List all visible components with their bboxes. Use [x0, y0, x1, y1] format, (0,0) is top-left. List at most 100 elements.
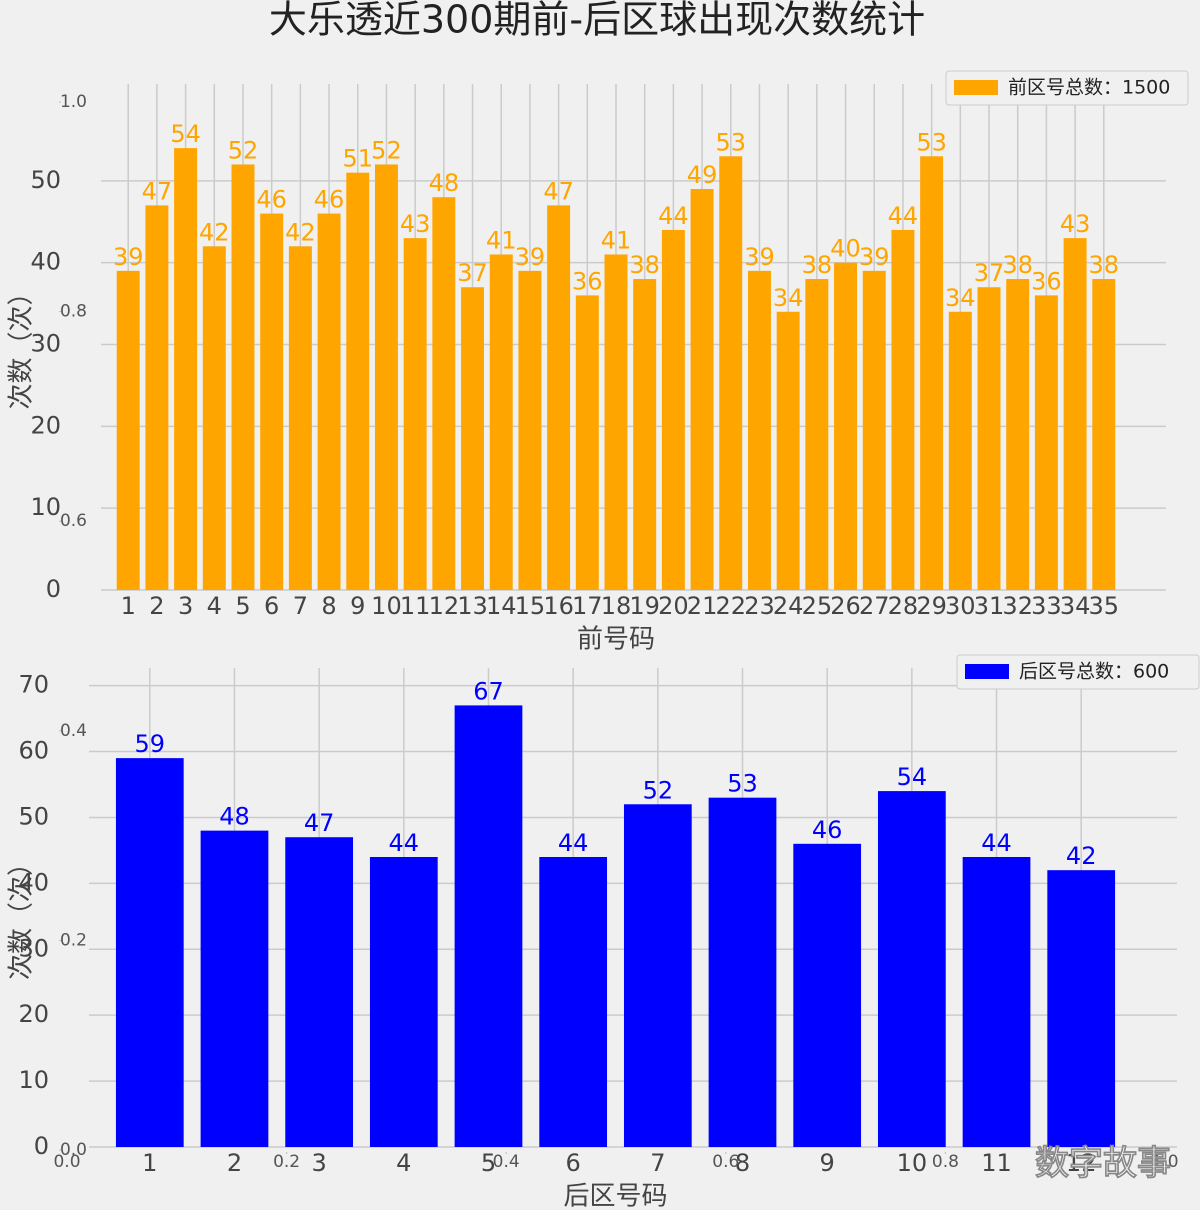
x-tick-label: 2 [149, 592, 164, 620]
bar [1063, 238, 1087, 590]
data-label: 36 [572, 267, 603, 295]
x-tick-label: 12 [1066, 1149, 1097, 1177]
data-label: 42 [1066, 842, 1097, 870]
bar [661, 229, 685, 590]
y-tick-label: 0 [34, 1132, 49, 1160]
x-tick-label: 4 [396, 1149, 411, 1177]
bar [285, 837, 354, 1147]
bar [862, 270, 886, 590]
x-tick-label: 0.6 [712, 1152, 739, 1172]
y-tick-label: 70 [18, 671, 49, 699]
data-label: 44 [658, 202, 689, 230]
data-label: 52 [228, 136, 259, 164]
bar [1034, 295, 1058, 590]
y-tick-label: 30 [30, 330, 61, 358]
bar [369, 857, 438, 1147]
x-tick-label: 13 [457, 592, 488, 620]
data-label: 36 [1031, 267, 1062, 295]
x-tick-label: 22 [715, 592, 746, 620]
x-tick-label: 30 [945, 592, 976, 620]
x-tick-label: 8 [321, 592, 336, 620]
x-tick-label: 28 [888, 592, 919, 620]
bar [145, 205, 169, 590]
x-tick-label: 9 [820, 1149, 835, 1177]
x-tick-label: 24 [773, 592, 804, 620]
bar [719, 156, 743, 591]
y-tick-label: 20 [30, 411, 61, 439]
y-tick-label: 60 [18, 737, 49, 765]
bar [623, 804, 692, 1147]
y-tick-label: 0 [46, 575, 61, 603]
bar [805, 279, 829, 590]
x-tick-label: 11 [981, 1149, 1012, 1177]
bar [288, 246, 312, 591]
data-label: 34 [773, 284, 804, 312]
x-tick-label: 7 [293, 592, 308, 620]
x-tick-label: 5 [481, 1149, 496, 1177]
data-label: 54 [170, 120, 201, 148]
data-label: 42 [199, 218, 230, 246]
data-label: 42 [285, 218, 316, 246]
x-tick-label: 3 [178, 592, 193, 620]
x-tick-label: 18 [601, 592, 632, 620]
bar [461, 287, 485, 590]
x-tick-label: 25 [802, 592, 833, 620]
y-axis-label: 次数（次） [7, 850, 37, 980]
legend-box [956, 654, 1200, 690]
x-tick-label: 15 [515, 592, 546, 620]
data-label: 44 [888, 202, 919, 230]
y-tick-label: 0.0 [60, 1140, 87, 1160]
bar [977, 287, 1001, 590]
y-tick-label: 0.6 [60, 511, 87, 531]
x-tick-label: 0.0 [53, 1152, 80, 1172]
bar [962, 857, 1031, 1147]
x-tick-label: 1.0 [1151, 1152, 1178, 1172]
y-tick-label: 50 [18, 802, 49, 830]
data-label: 44 [981, 829, 1012, 857]
data-label: 53 [715, 128, 746, 156]
data-label: 39 [515, 243, 546, 271]
bar [776, 311, 800, 590]
x-tick-label: 26 [830, 592, 861, 620]
data-label: 34 [945, 284, 976, 312]
y-tick-label: 40 [30, 248, 61, 276]
data-label: 52 [371, 136, 402, 164]
data-label: 37 [974, 259, 1005, 287]
bar [1092, 279, 1116, 590]
bar [793, 843, 862, 1147]
bar [202, 246, 226, 591]
data-label: 41 [601, 226, 632, 254]
data-label: 46 [256, 186, 287, 214]
data-label: 44 [389, 829, 420, 857]
bar [1047, 870, 1116, 1147]
x-tick-label: 9 [350, 592, 365, 620]
y-tick-label: 10 [18, 1066, 49, 1094]
data-label: 38 [802, 251, 833, 279]
x-tick-label: 4 [207, 592, 222, 620]
legend-swatch [965, 664, 1009, 679]
bar [489, 254, 513, 590]
bar [920, 156, 944, 591]
x-tick-label: 16 [543, 592, 574, 620]
x-tick-label: 21 [687, 592, 718, 620]
x-tick-label: 35 [1089, 592, 1120, 620]
x-axis-label: 后区号码 [563, 1182, 667, 1210]
data-label: 49 [687, 161, 718, 189]
x-tick-label: 31 [974, 592, 1005, 620]
x-axis-label: 前号码 [577, 625, 655, 655]
data-label: 38 [1002, 251, 1033, 279]
data-label: 41 [486, 226, 517, 254]
y-tick-label: 40 [18, 868, 49, 896]
legend-swatch [954, 80, 998, 95]
bar [260, 213, 284, 591]
x-tick-label: 14 [486, 592, 517, 620]
x-tick-label: 12 [429, 592, 460, 620]
x-tick-label: 17 [572, 592, 603, 620]
y-axis-label: 次数（次） [7, 279, 37, 409]
x-tick-label: 7 [650, 1149, 665, 1177]
data-label: 53 [727, 770, 758, 798]
x-tick-label: 23 [744, 592, 775, 620]
y-tick-label: 50 [30, 166, 61, 194]
bar [115, 758, 184, 1147]
